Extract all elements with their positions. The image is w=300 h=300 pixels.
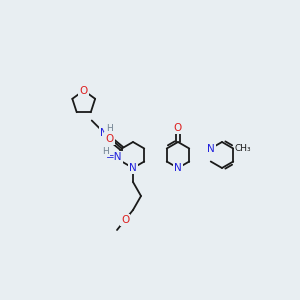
Text: O: O [121, 215, 129, 225]
Text: N: N [174, 163, 182, 173]
Text: N: N [100, 128, 108, 137]
Text: H: H [102, 147, 109, 156]
Text: H: H [106, 124, 113, 133]
Text: O: O [174, 123, 182, 133]
Text: =N: =N [106, 152, 122, 163]
Text: CH₃: CH₃ [235, 144, 252, 153]
Text: O: O [80, 85, 88, 95]
Text: N: N [129, 163, 137, 173]
Text: N: N [207, 143, 214, 154]
Text: O: O [106, 134, 114, 143]
